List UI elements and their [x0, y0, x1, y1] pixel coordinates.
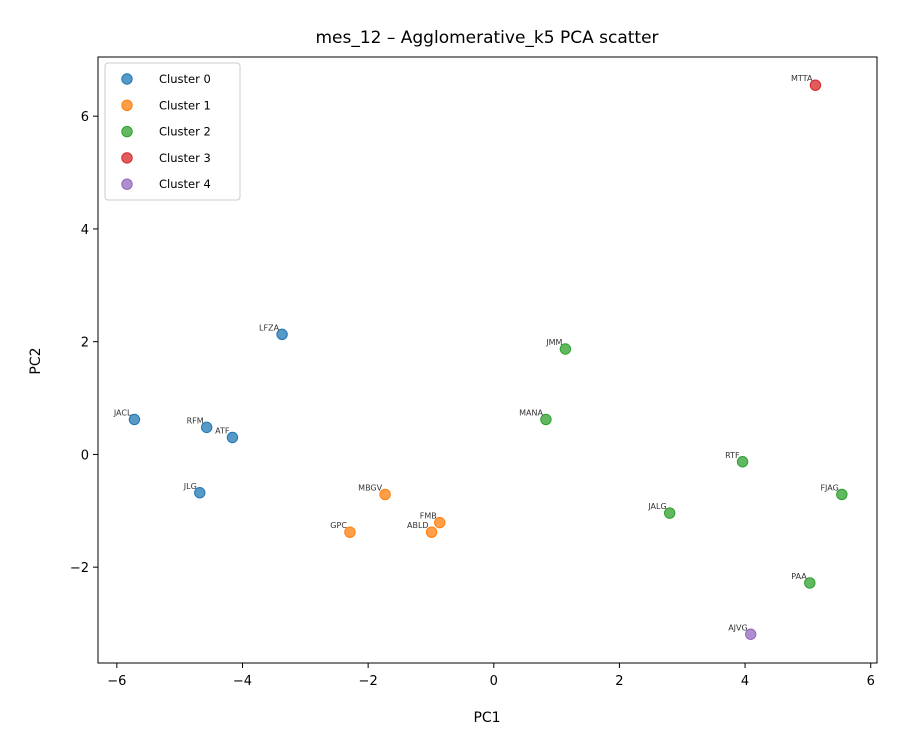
point-label: FMB: [420, 512, 437, 521]
point-label: RTF: [725, 451, 740, 460]
point-label: FJAG: [820, 483, 838, 492]
point-label: JALG: [647, 502, 666, 511]
x-tick-label: 4: [741, 674, 749, 689]
point-label: MTTA: [791, 74, 813, 83]
data-point: [559, 343, 572, 355]
chart-title: mes_12 – Agglomerative_k5 PCA scatter: [315, 28, 658, 48]
data-point: [276, 328, 288, 341]
x-axis-label: PC1: [473, 710, 500, 726]
x-tick-label: 6: [867, 674, 875, 689]
x-tick-label: −2: [359, 674, 378, 689]
data-point: [434, 516, 446, 529]
data-point: [425, 526, 438, 538]
legend-marker: [121, 125, 133, 138]
data-point: [200, 421, 213, 434]
point-label: MBGV: [358, 483, 382, 492]
legend-entry: Cluster 2: [159, 125, 211, 139]
legend-box: [104, 62, 241, 201]
data-point: [836, 488, 848, 501]
point-label: ATF: [215, 427, 230, 436]
legend-entry: Cluster 3: [159, 151, 211, 165]
point-label: PAA: [791, 572, 807, 581]
point-label: GPC: [330, 521, 347, 530]
point-label: RFM: [187, 416, 204, 425]
data-point: [663, 507, 676, 519]
data-point: [540, 413, 552, 426]
data-point: [128, 413, 141, 426]
legend-marker: [121, 152, 133, 164]
data-point: [226, 431, 239, 444]
y-tick-label: 0: [81, 448, 89, 463]
legend: Cluster 0 Cluster 1 Cluster 2 Cluster 3 Clus…: [104, 62, 241, 201]
x-tick-label: 2: [615, 674, 623, 689]
legend-entry: Cluster 0: [159, 72, 211, 86]
y-tick-label: 4: [81, 223, 89, 238]
y-tick-label: 6: [81, 110, 89, 125]
point-label: ABLD: [407, 521, 429, 530]
point-label: LFZA: [259, 323, 280, 332]
data-point: [344, 526, 356, 538]
y-axis-label: PC2: [28, 347, 44, 374]
data-point: [379, 488, 391, 501]
x-tick-label: −4: [233, 674, 252, 689]
data-point: [194, 487, 206, 499]
axes-frame: [97, 56, 878, 664]
y-tick-label: 2: [81, 336, 89, 351]
x-tick-label: −6: [107, 674, 126, 689]
x-tick-label: 0: [490, 674, 498, 689]
data-point: [736, 456, 749, 468]
point-label: JLG: [183, 482, 197, 491]
point-label: AJVG: [728, 623, 748, 632]
point-label: JMM: [545, 338, 562, 347]
legend-entry: Cluster 4: [159, 177, 211, 191]
legend-marker: [121, 99, 133, 112]
point-label: MANA: [519, 408, 543, 417]
legend-entry: Cluster 1: [159, 98, 211, 112]
data-point: [804, 577, 816, 589]
legend-marker: [121, 178, 133, 190]
data-point: [745, 628, 757, 640]
legend-marker: [121, 73, 133, 85]
y-tick-label: −2: [70, 561, 89, 576]
data-point: [809, 79, 822, 91]
point-label: JACL: [113, 408, 132, 417]
